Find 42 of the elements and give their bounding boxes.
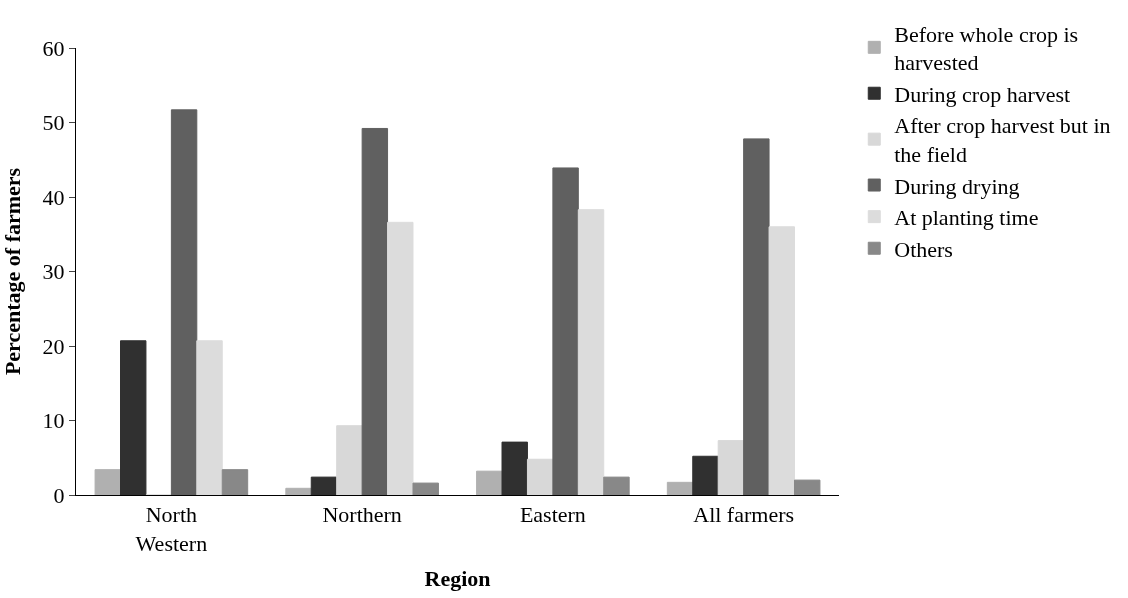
legend-label: At planting time [894,205,1039,231]
bar [743,138,770,495]
bar [717,440,745,495]
bar [603,476,630,495]
bar [412,482,439,495]
legend-label: During crop harvest [894,81,1071,107]
bar [387,221,414,495]
x-tick-label: Northern [322,502,402,528]
legend-label: Before whole crop is harvested [894,21,1079,76]
bar [692,455,719,495]
legend-label: Others [894,236,953,262]
bar [666,481,694,495]
x-tick-label: Eastern [519,502,586,528]
bar [170,109,198,495]
y-tick-label: 0 [53,482,65,508]
bar [552,167,579,495]
bar [501,441,528,495]
bar [196,340,223,495]
bar [285,487,312,495]
y-tick-label: 50 [42,110,65,136]
bar [94,469,122,495]
x-tick-label: All farmers [693,502,795,528]
bar [120,340,147,495]
bar [793,479,821,495]
x-tick-label: North Western [135,502,208,556]
y-axis-title: Percentage of farmers [0,167,26,376]
bar [768,226,795,495]
y-tick-label: 20 [42,333,65,359]
y-tick-label: 10 [42,408,65,434]
legend-label: After crop harvest but in the field [894,113,1111,168]
bar [361,127,389,495]
bar [526,458,554,495]
bar [336,425,363,495]
y-tick-label: 60 [42,35,65,61]
bar [476,470,503,495]
x-axis-title: Region [424,565,491,591]
legend-label: During drying [894,173,1020,199]
bar [221,469,249,495]
y-tick-label: 40 [42,184,65,210]
y-tick-label: 30 [42,259,65,285]
bar [577,209,605,495]
bar [310,476,338,495]
